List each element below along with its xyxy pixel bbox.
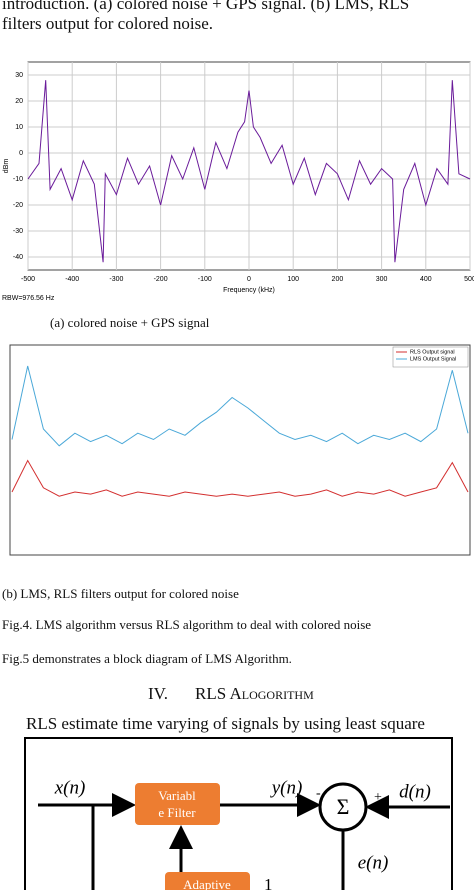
x-axis-label: Frequency (kHz) (223, 287, 275, 294)
symbol: Σ (337, 794, 350, 819)
y-axis-label: dBm (3, 159, 10, 174)
block-label: Variabl e Filter (158, 788, 196, 820)
y-tick-label: 30 (15, 72, 23, 79)
legend-label: LMS Output Signal (410, 356, 456, 362)
label: e(n) (358, 852, 389, 873)
block-diagram: x(n) Variabl e Filter y(n) Σ - + d(n) e(n… (24, 737, 453, 890)
label: y(n) (270, 777, 303, 798)
caption: (a) colored noise + GPS signal (50, 315, 210, 330)
note: RBW=976.56 Hz (2, 295, 55, 302)
y-tick-label: 10 (15, 124, 23, 131)
body-text: RLS estimate time varying of signals by … (26, 714, 425, 733)
figure-caption: Fig.4. LMS algorithm versus RLS algorith… (2, 617, 372, 632)
sign: - (316, 786, 321, 801)
x-tick-label: 400 (420, 276, 432, 283)
label: 1 (264, 875, 273, 890)
series-line (27, 80, 471, 263)
x-tick-label: -100 (198, 276, 212, 283)
label: d(n) (399, 781, 431, 802)
y-tick-label: 0 (19, 150, 23, 157)
section-number: IV. (148, 684, 168, 703)
y-tick-label: -40 (13, 254, 23, 261)
series-line (11, 365, 469, 447)
body-text: Fig.5 demonstrates a block diagram of LM… (2, 651, 292, 666)
section-title: RLS Alogorithm (195, 684, 314, 703)
x-tick-label: 200 (332, 276, 344, 283)
top-text: filters output for colored noise. (2, 14, 214, 33)
frame (24, 737, 453, 890)
filter-block (135, 783, 220, 825)
y-tick-label: -10 (13, 176, 23, 183)
x-tick-label: -400 (65, 276, 79, 283)
x-tick-label: 300 (376, 276, 388, 283)
y-tick-label: -20 (13, 202, 23, 209)
x-tick-label: 500 (464, 276, 474, 283)
block-label: Adaptive (183, 877, 231, 890)
y-tick-label: -30 (13, 228, 23, 235)
adaptive-block (165, 872, 250, 890)
caption: (b) LMS, RLS filters output for colored … (2, 586, 239, 601)
sign: + (374, 790, 382, 805)
plot-area (9, 344, 471, 556)
x-tick-label: -200 (154, 276, 168, 283)
x-tick-label: 0 (247, 276, 251, 283)
y-tick-label: 20 (15, 98, 23, 105)
legend (392, 346, 469, 368)
x-tick-label: 100 (287, 276, 299, 283)
x-tick-label: -300 (109, 276, 123, 283)
top-text: introduction. (a) colored noise + GPS si… (2, 0, 410, 13)
label: x(n) (54, 777, 86, 798)
series-line (11, 459, 469, 497)
legend-label: RLS Output signal (410, 349, 455, 355)
x-tick-label: -500 (21, 276, 35, 283)
